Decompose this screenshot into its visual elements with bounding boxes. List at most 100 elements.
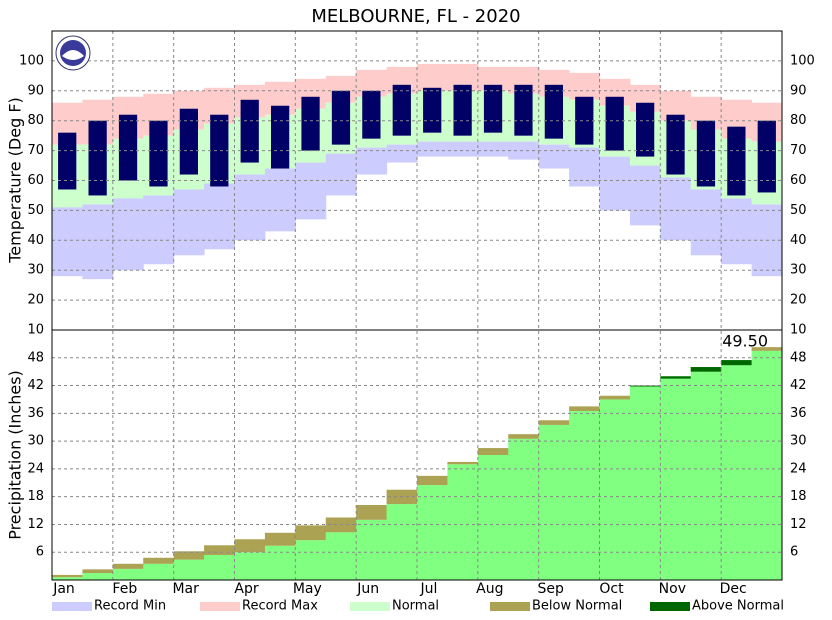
y-tick-label: 80	[27, 113, 44, 128]
record-min-band	[386, 144, 418, 163]
y-tick-label: 40	[790, 233, 807, 248]
logo-bird	[62, 50, 84, 60]
legend-label: Record Min	[94, 599, 166, 614]
observed-precip	[629, 385, 661, 580]
y-tick-label: 10	[27, 323, 44, 338]
observed-range	[88, 120, 107, 196]
legend-label: Normal	[392, 599, 439, 614]
x-tick-label: Feb	[112, 581, 137, 597]
record-min-band	[264, 168, 296, 232]
y-tick-label: 30	[27, 434, 44, 449]
x-tick-label: Jan	[52, 581, 75, 597]
observed-precip	[325, 532, 357, 580]
legend-swatch	[650, 602, 690, 611]
observed-range	[58, 132, 77, 190]
y-tick-label: 24	[790, 461, 807, 476]
plot-area	[52, 63, 783, 580]
y-tick-label: 10	[790, 323, 807, 338]
legend-label: Record Max	[242, 599, 318, 614]
y-tick-label: 60	[790, 173, 807, 188]
y-tick-label: 30	[790, 434, 807, 449]
observed-precip	[52, 577, 83, 580]
observed-range	[392, 84, 411, 136]
observed-precip	[356, 519, 388, 580]
y-tick-label: 12	[27, 517, 44, 532]
x-tick-label: Sep	[537, 581, 564, 597]
legend-label: Below Normal	[532, 599, 622, 614]
record-min-band	[477, 141, 509, 157]
below-normal	[447, 461, 479, 465]
below-normal	[82, 569, 114, 574]
below-normal	[538, 420, 570, 425]
x-tick-label: Aug	[476, 581, 503, 597]
observed-range	[757, 120, 776, 193]
record-min-band	[325, 153, 357, 196]
y-tick-label: 30	[790, 263, 807, 278]
observed-precip	[386, 504, 418, 580]
x-tick-label: Dec	[720, 581, 747, 597]
observed-range	[179, 108, 198, 175]
y-tick-label: 100	[19, 53, 44, 68]
x-tick-label: Oct	[599, 581, 624, 597]
observed-precip	[508, 438, 540, 580]
y-tick-label: 48	[27, 350, 44, 365]
below-normal	[234, 539, 266, 553]
observed-range	[575, 96, 594, 145]
observed-precip	[599, 399, 631, 580]
y-tick-label: 36	[790, 406, 807, 421]
observed-range	[727, 126, 746, 196]
y-tick-label: 42	[790, 378, 807, 393]
record-min-band	[660, 177, 692, 241]
observed-precip	[721, 360, 753, 580]
y-tick-label: 50	[27, 203, 44, 218]
record-min-band	[569, 147, 600, 187]
observed-precip	[477, 455, 509, 580]
annotation: 49.50	[722, 331, 768, 350]
below-normal	[143, 557, 175, 564]
y-tick-label: 6	[790, 545, 798, 560]
observed-range	[544, 84, 563, 139]
record-min-band	[417, 141, 448, 157]
observed-range	[118, 114, 138, 181]
observed-range	[423, 87, 442, 133]
record-min-band	[82, 204, 114, 280]
observed-range	[240, 99, 259, 163]
record-min-band	[112, 198, 144, 271]
below-normal	[599, 395, 631, 400]
observed-range	[331, 90, 351, 145]
below-normal	[295, 525, 327, 541]
y-tick-label: 12	[790, 517, 807, 532]
observed-range	[362, 90, 381, 139]
y-tick-label: 6	[36, 545, 44, 560]
y-axis-title: Precipitation (Inches)	[6, 370, 25, 540]
record-min-band	[629, 165, 661, 226]
record-max-band	[477, 66, 509, 91]
y-tick-label: 24	[27, 461, 44, 476]
chart-title: MELBOURNE, FL - 2020	[311, 6, 520, 27]
observed-precip	[264, 545, 296, 580]
y-tick-label: 36	[27, 406, 44, 421]
logo	[55, 35, 91, 71]
observed-range	[453, 84, 472, 136]
observed-range	[605, 96, 624, 151]
y-tick-label: 70	[790, 143, 807, 158]
observed-precip	[751, 350, 783, 580]
observed-range	[514, 84, 533, 136]
above-normal	[629, 385, 661, 387]
y-tick-label: 100	[790, 53, 815, 68]
legend-swatch	[52, 602, 92, 611]
above-normal	[660, 376, 692, 379]
x-tick-label: May	[293, 581, 322, 597]
record-min-band	[508, 141, 540, 160]
record-min-band	[234, 174, 266, 241]
below-normal	[751, 347, 783, 351]
y-tick-label: 18	[27, 489, 44, 504]
x-tick-label: Nov	[659, 581, 686, 597]
record-min-band	[356, 147, 388, 175]
y-tick-label: 90	[790, 83, 807, 98]
observed-precip	[447, 464, 479, 580]
y-tick-label: 42	[27, 378, 44, 393]
record-max-band	[417, 63, 448, 91]
x-tick-label: Apr	[234, 581, 258, 597]
